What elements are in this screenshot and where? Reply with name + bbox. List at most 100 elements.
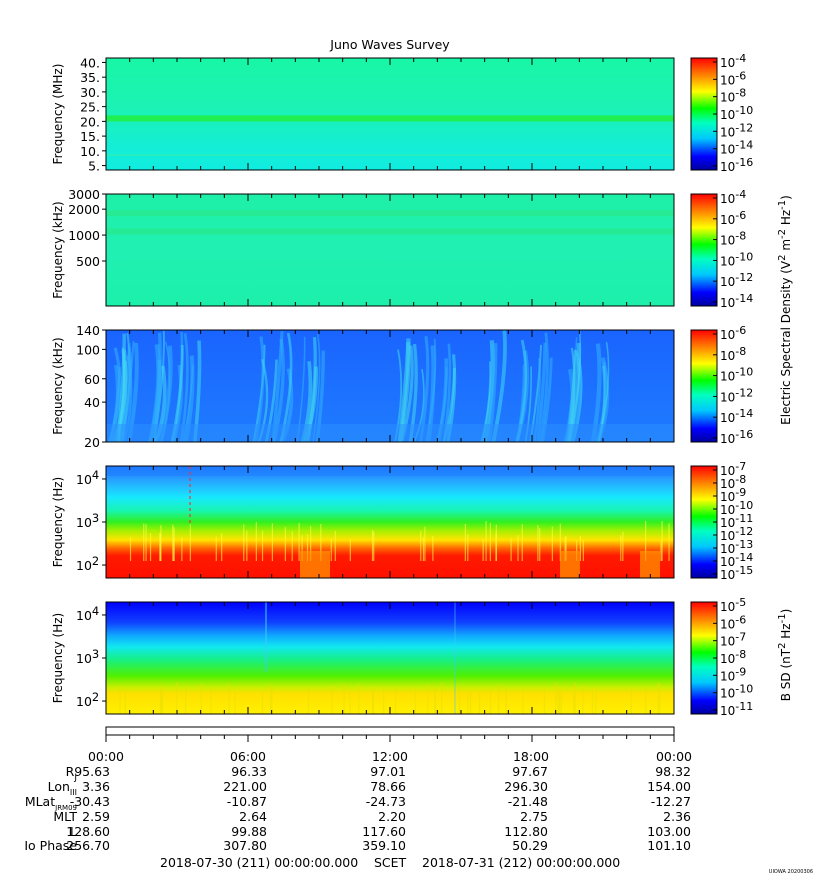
colorbar-tick-label: 10-7 [720, 631, 746, 649]
ephemeris-value: 2.64 [239, 809, 267, 824]
chart-title: Juno Waves Survey [329, 37, 450, 52]
y-tick-label: 102 [76, 554, 99, 573]
ephemeris-value: 296.30 [504, 779, 548, 794]
band-faint [106, 154, 674, 156]
orange-patch [560, 551, 580, 578]
ephemeris-value: 307.80 [223, 838, 267, 853]
ephemeris-value: 96.33 [231, 764, 267, 779]
y-axis-label: Frequency (Hz) [51, 477, 65, 568]
spectrogram-image [106, 466, 674, 578]
colorbar-tick-label: 10-14 [720, 551, 753, 569]
colorbar [690, 601, 718, 715]
ephemeris-value: -24.73 [366, 794, 406, 809]
ephemeris-label-mlat: MLatJRM09 [25, 794, 77, 812]
ephemeris-value: 3.36 [82, 779, 110, 794]
colorbar-tick-label: 10-12 [720, 525, 753, 543]
footer-end-time: 2018-07-31 (212) 00:00:00.000 [422, 855, 620, 870]
y-axis-label: Frequency (kHz) [51, 337, 65, 434]
ephemeris-value: 95.63 [74, 764, 110, 779]
orange-patch [640, 551, 660, 578]
colorbar-tick-label: 10-6 [720, 324, 746, 342]
orange-patch [300, 551, 330, 578]
colorbar-tick-label: 10-14 [720, 292, 753, 310]
colorbar-tick-label: 10-9 [720, 486, 746, 504]
time-tick-label: 18:00 [513, 749, 549, 764]
ephemeris-value: -30.43 [70, 794, 110, 809]
ephemeris-value: -12.27 [651, 794, 691, 809]
y-tick-label: 104 [76, 604, 99, 623]
footer-credit: UIOWA 20200306 [769, 869, 813, 875]
footer-start-time: 2018-07-30 (211) 00:00:00.000 [160, 855, 358, 870]
y-tick-label: 104 [76, 468, 99, 487]
colorbar-tick-label: 10-11 [720, 512, 753, 530]
spectrogram-image [106, 58, 674, 170]
band-2 [106, 228, 674, 235]
time-tick-label: 00:00 [656, 749, 692, 764]
ephemeris-label-rj: RJ [66, 764, 77, 783]
ephemeris-value: 359.10 [362, 838, 406, 853]
ephemeris-label-l: L [70, 824, 77, 839]
ephemeris-value: -10.87 [227, 794, 267, 809]
colorbar-tick-label: 10-4 [720, 52, 746, 70]
ephemeris-label-lon: LonIII [48, 779, 77, 797]
colorbar-tick-label: 10-10 [720, 366, 753, 384]
ephemeris-value: 97.01 [370, 764, 406, 779]
ephemeris-value: 154.00 [647, 779, 691, 794]
y-tick-label: 140 [76, 323, 100, 338]
ephemeris-value: 2.20 [378, 809, 406, 824]
ephemeris-value: 101.10 [647, 838, 691, 853]
colorbar-tick-label: 10-9 [720, 665, 746, 683]
colorbar-tick-label: 10-12 [720, 386, 753, 404]
colorbar-tick-label: 10-5 [720, 596, 746, 614]
colorbar-tick-label: 10-6 [720, 69, 746, 87]
y-tick-label: 102 [76, 690, 99, 709]
y-tick-label: 15. [80, 129, 100, 144]
ephemeris-label-mlt: MLT [53, 809, 77, 824]
ephemeris-value: 99.88 [231, 824, 267, 839]
y-axis-label: Frequency (kHz) [51, 201, 65, 298]
ephemeris-value: 256.70 [66, 838, 110, 853]
y-tick-label: 35. [80, 70, 100, 85]
colorbar [690, 193, 718, 307]
time-tick-label: 00:00 [88, 749, 124, 764]
colorbar-tick-label: 10-8 [720, 473, 746, 491]
y-tick-label: 100 [76, 342, 100, 357]
time-axis-frame [105, 726, 675, 736]
colorbar-tick-label: 10-11 [720, 700, 753, 718]
colorbar-tick-label: 10-7 [720, 460, 746, 478]
colorbar-tick-label: 10-6 [720, 209, 746, 227]
ephemeris-value: 112.80 [504, 824, 548, 839]
time-tick-label: 06:00 [230, 749, 266, 764]
colorbar-tick-label: 10-12 [720, 121, 753, 139]
y-tick-label: 40 [84, 395, 100, 410]
colorbar-tick-label: 10-10 [720, 683, 753, 701]
ephemeris-value: 50.29 [512, 838, 548, 853]
y-tick-label: 103 [76, 511, 99, 530]
y-tick-label: 1000 [68, 228, 100, 243]
electric-colorbar-label: Electric Spectral Density (V2 m-2 Hz-1) [777, 195, 793, 425]
y-tick-label: 3000 [68, 187, 100, 202]
y-tick-label: 103 [76, 647, 99, 666]
ephemeris-value: 117.60 [362, 824, 406, 839]
colorbar-tick-label: 10-15 [720, 564, 753, 582]
y-tick-label: 500 [76, 254, 100, 269]
ephemeris-label-io-phase: Io Phase [24, 838, 77, 853]
ephemeris-value: 97.67 [512, 764, 548, 779]
y-tick-label: 20 [84, 435, 100, 450]
band-1 [106, 210, 674, 217]
colorbar-tick-label: 10-8 [720, 648, 746, 666]
spectrogram-image [106, 602, 674, 714]
colorbar [690, 57, 718, 171]
colorbar-tick-label: 10-16 [720, 156, 753, 174]
footer-scet: SCET [374, 855, 407, 870]
ephemeris-value: 2.36 [663, 809, 691, 824]
colorbar-tick-label: 10-10 [720, 104, 753, 122]
spectrogram-panel-2 [102, 193, 718, 307]
colorbar-tick-label: 10-10 [720, 499, 753, 517]
y-tick-label: 5. [88, 159, 100, 174]
magnetic-colorbar-label: B SD (nT2 Hz-1) [777, 609, 793, 702]
y-tick-label: 30. [80, 85, 100, 100]
spectrogram-panel-3 [102, 329, 718, 443]
y-tick-label: 10. [80, 144, 100, 159]
